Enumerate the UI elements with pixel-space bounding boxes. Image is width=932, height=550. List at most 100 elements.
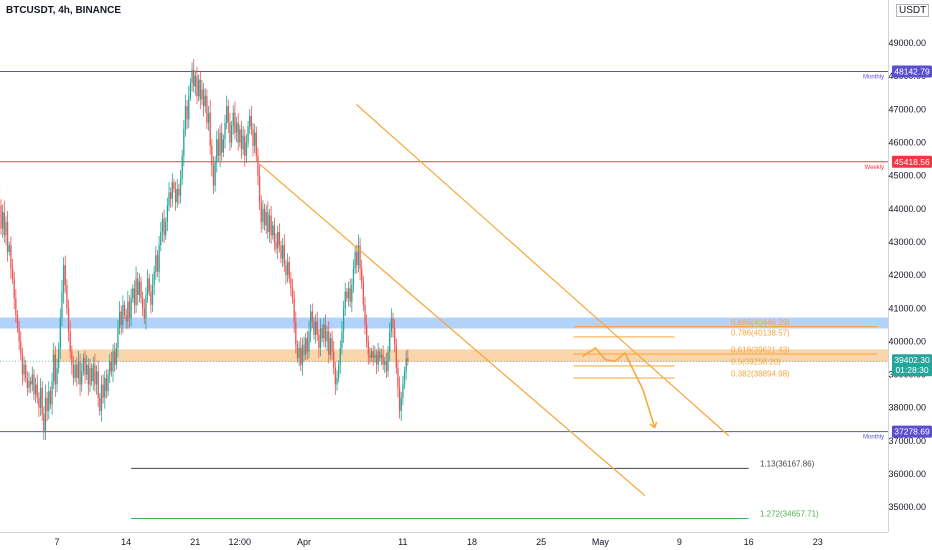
candle-body [120,311,122,325]
candle-body [100,384,103,412]
candle-body [20,341,22,355]
candle-body [158,245,160,272]
candle-body [130,298,132,319]
candle-body [281,245,284,259]
candle-body [90,367,93,382]
candle-body [326,331,328,342]
candle-body [30,381,32,385]
candle-body [138,281,141,296]
channel-line[interactable] [259,163,646,496]
candle-body [173,182,175,189]
fibonacci-layer: 0.886(40446.39)0.786(40138.57) 0.618(3962… [131,318,878,519]
price-axis[interactable] [888,0,932,550]
projection-path[interactable] [582,347,656,428]
candle-body [168,192,170,206]
candle-body [36,384,38,398]
candle-body [122,304,124,325]
candle-body [255,132,257,156]
candle-body [311,311,313,322]
candle-body [16,314,19,329]
candle-body [81,371,83,385]
candle-body [31,374,33,385]
candle-body [169,192,172,199]
y-tick-label: 49000.00 [888,38,926,48]
y-tick-label: 40000.00 [888,336,926,346]
candle-body [97,371,99,398]
candle-body [214,162,216,186]
candle-body [58,348,60,368]
candle-body [277,232,279,249]
candle-body [38,397,40,408]
candle-body [298,348,300,358]
candle-body [95,371,98,385]
candle-body [351,285,353,302]
candle-body [346,291,348,299]
candle-body [137,278,139,296]
candle-body [375,354,378,365]
projection-arrowhead [649,421,658,429]
candle-body [13,278,15,299]
candle-body [181,155,183,179]
candle-body [216,139,218,163]
level-name: Monthly [863,435,884,441]
candle-body [118,311,121,329]
candle-body [160,232,162,246]
candle-body [115,348,117,365]
candle-body [110,361,113,372]
candle-body [41,387,43,415]
x-tick-label: 12:00 [229,537,252,547]
candle-body [43,414,45,431]
candle-body [285,265,287,276]
candle-body [301,344,304,365]
candle-body [367,341,369,355]
x-tick-label: 23 [813,537,823,547]
candle-body [306,338,309,352]
drawings-layer [259,103,730,496]
fib-label: 0.618(39621.43) [731,345,790,354]
x-tick-label: 16 [744,537,754,547]
candle-body [188,96,190,120]
candle-body [196,76,198,97]
candle-body [270,215,272,236]
candle-body [140,281,142,299]
candle-body [197,79,200,97]
candle-body [76,364,78,378]
candle-body [171,182,173,199]
channel-line[interactable] [355,103,730,437]
candle-body [397,367,399,388]
x-tick-label: 9 [677,537,682,547]
currency-selector[interactable]: USDT [896,4,930,17]
candle-body [193,69,195,87]
candle-body [186,106,188,120]
candle-body [105,377,108,392]
candle-body [379,351,381,358]
candle-body [99,397,101,412]
candle-body [336,377,338,385]
candle-body [174,188,177,203]
extension-label: 1.13(36167.86) [760,459,815,468]
candle-body [10,245,12,269]
candle-body [318,334,320,349]
chart-title: BTCUSDT, 4h, BINANCE [6,5,122,16]
candle-body [354,251,356,269]
candle-body [221,132,223,153]
candle-body [25,364,27,378]
candle-body [369,354,371,358]
level-name: Monthly [863,75,884,81]
candle-body [222,139,225,153]
y-tick-label: 36000.00 [888,469,926,479]
candle-body [393,328,396,345]
candle-body [212,165,215,186]
candle-body [161,218,164,233]
candle-body [288,261,290,279]
candle-body [202,89,205,107]
candle-body [18,328,20,342]
candle-body [145,295,147,319]
candle-body [153,271,155,286]
candle-body [247,125,249,143]
candle-body [26,377,29,388]
candle-body [398,387,401,412]
time-axis[interactable] [0,532,888,550]
candle-body [107,374,109,392]
